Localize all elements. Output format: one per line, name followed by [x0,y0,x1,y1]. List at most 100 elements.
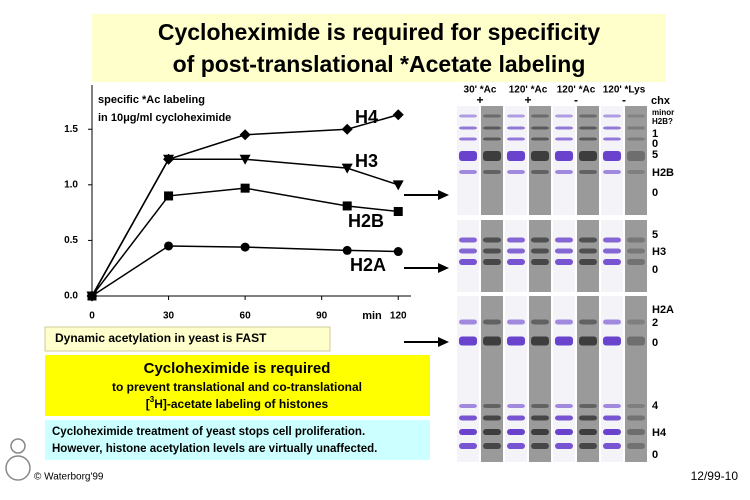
gel-band [579,259,597,265]
gel-band [531,443,549,449]
gel-column-sign: + [524,93,531,107]
gel-band [627,415,645,421]
gel-band [603,137,621,141]
gel-lane [553,220,575,292]
gel-band [459,443,477,449]
gel-band [555,259,573,265]
gel-chx-label: chx [651,95,671,107]
marker [239,154,251,165]
marker [164,241,174,251]
gel-band [459,170,477,174]
gel-band [555,151,573,161]
superscript: 3 [150,395,155,404]
gel-column-label: 30' *Ac [464,85,497,96]
gel-band [579,126,597,130]
gel-row-label: 4 [652,400,659,412]
gel-band [507,170,525,174]
gel-band [483,126,501,130]
gel-band [603,248,621,254]
series-label: H4 [355,107,378,127]
marker [393,207,403,217]
annotation: specific *Ac labeling [98,94,205,106]
marker [239,129,251,141]
y-tick-label: 0.5 [64,235,78,246]
gel-row-label: H2B? [652,117,673,126]
gel-band [531,114,549,118]
gel-band [531,336,549,346]
gel-band [531,237,549,243]
required-text: [3H]-acetate labeling of histones [146,395,329,411]
y-tick-label: 1.0 [64,179,78,190]
marker [342,245,352,255]
gel-column-label: 120' *Lys [603,85,646,96]
gel-band [483,259,501,265]
gel-band [627,114,645,118]
gel-band [579,237,597,243]
gel-band [507,404,525,408]
note-text: However, histone acetylation levels are … [52,443,377,455]
series-label: H2B [348,211,384,231]
gel-band [507,319,525,325]
gel-column-label: 120' *Ac [509,85,548,96]
gel-band [603,336,621,346]
gel-band [627,319,645,325]
gel-lane [601,220,623,292]
gel-row-label: 0 [652,264,658,276]
gel-lane [481,220,503,292]
gel-band [603,443,621,449]
marker [240,242,250,252]
gel-band [555,114,573,118]
gel-row-label: 0 [652,337,658,349]
gel-band [483,415,501,421]
marker [164,191,174,201]
gel-band [507,259,525,265]
gel-band [483,248,501,254]
series-label: H2A [350,255,386,275]
gel-band [603,126,621,130]
gel-band [555,170,573,174]
gel-band [555,404,573,408]
gel-band [459,151,477,161]
gel-band [531,126,549,130]
gel-band [603,429,621,435]
marker [392,180,404,191]
gel-band [459,237,477,243]
marker [341,163,353,174]
gel-band [531,259,549,265]
gel-band [627,336,645,346]
gel-band [483,237,501,243]
title-line: of post-translational *Acetate labeling [173,51,586,77]
gel-band [579,151,597,161]
gel-band [483,114,501,118]
title-line: Cycloheximide is required for specificit… [158,19,600,45]
arrow-head [438,190,449,200]
gel-row-label: H3 [652,246,666,258]
gel-row-label: 5 [652,149,658,161]
required-text: to prevent translational and co-translat… [112,380,362,394]
gel-band [627,126,645,130]
gel-band [627,404,645,408]
gel-band [603,404,621,408]
gel-band [627,137,645,141]
gel-band [507,237,525,243]
gel-band [459,415,477,421]
gel-band [603,237,621,243]
gel-lane [625,106,647,215]
gel-image: 30' *Ac+120' *Ac+120' *Ac-120' *Lys-chxm… [404,85,674,462]
x-axis-label: min [362,310,382,322]
text-part: H]-acetate labeling of histones [154,397,328,411]
y-tick-label: 1.5 [64,124,78,135]
gel-band [579,248,597,254]
gel-band [531,429,549,435]
gel-band [555,237,573,243]
gel-band [531,319,549,325]
gel-band [531,404,549,408]
gel-row-label: 0 [652,449,658,461]
marker [240,183,250,193]
yeast-cell [5,455,31,481]
arrow-head [438,337,449,347]
note-text: Cycloheximide treatment of yeast stops c… [52,426,365,438]
x-tick-label: 120 [390,311,407,322]
marker [392,109,404,121]
x-tick-label: 0 [89,311,95,322]
